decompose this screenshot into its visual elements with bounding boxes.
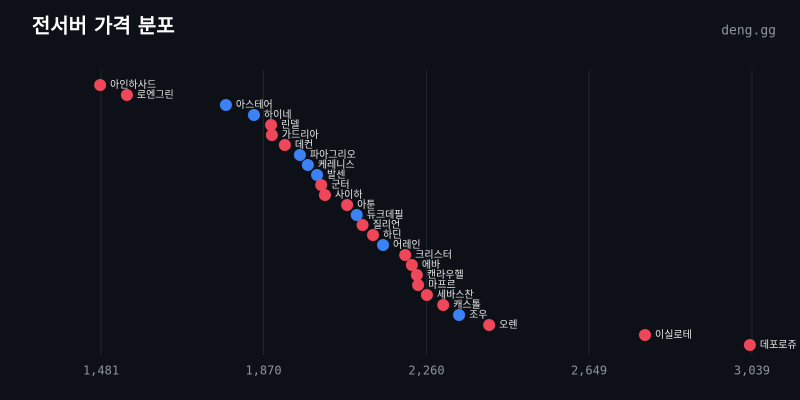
- dot: [367, 229, 380, 241]
- x-tick-label: 1,481: [83, 364, 119, 378]
- dot: [341, 199, 354, 211]
- dot-label: 데컨: [295, 139, 313, 151]
- dot-label: 아툰: [357, 199, 375, 211]
- dot-label: 하딘: [383, 228, 401, 241]
- dot-label: 캐스톨: [453, 299, 481, 311]
- dot: [247, 109, 260, 121]
- dot: [410, 269, 423, 281]
- dot-label: 크리스터: [415, 249, 452, 261]
- x-tick-label: 2,260: [408, 364, 444, 378]
- dot-label: 캔라우헬: [427, 269, 464, 281]
- dot-label: 아스테어: [236, 99, 273, 111]
- dot: [315, 179, 328, 191]
- x-tick-label: 3,039: [734, 364, 770, 378]
- dot: [420, 289, 433, 301]
- dot-label: 사이하: [335, 188, 363, 201]
- dot: [399, 249, 412, 261]
- dot-label: 군터: [331, 179, 349, 191]
- dot: [94, 79, 107, 91]
- dot-label: 아인하사드: [110, 78, 156, 91]
- dot-label: 에바: [422, 259, 440, 271]
- dot-label: 린델: [281, 119, 299, 131]
- dot-label: 발센: [327, 169, 345, 181]
- dot: [405, 259, 418, 271]
- dot: [639, 329, 652, 341]
- dot-label: 이실로테: [655, 329, 692, 341]
- dot-label: 케레니스: [318, 159, 355, 171]
- dot-label: 로엔그린: [137, 89, 174, 101]
- dot: [120, 89, 133, 101]
- dot-label: 가드리아: [282, 129, 319, 141]
- dot: [219, 99, 232, 111]
- dot: [350, 209, 363, 221]
- dot: [318, 189, 331, 201]
- dot: [743, 339, 756, 351]
- chart-title: 전서버 가격 분포: [32, 14, 175, 38]
- dot: [483, 319, 496, 331]
- dot: [311, 169, 324, 181]
- dot: [412, 279, 425, 291]
- dot: [377, 239, 390, 251]
- brand: deng.gg: [721, 24, 776, 39]
- dot-label: 질리언: [373, 219, 401, 231]
- dot: [356, 219, 369, 231]
- x-tick-label: 1,870: [245, 364, 281, 378]
- dot-label: 하이네: [264, 108, 292, 121]
- dot: [437, 299, 450, 311]
- dot-label: 세바스찬: [437, 289, 474, 301]
- dot: [453, 309, 466, 321]
- dot-label: 조우: [469, 309, 487, 321]
- dot: [301, 159, 314, 171]
- dot: [278, 139, 291, 151]
- dot-label: 오렌: [499, 319, 517, 331]
- dot: [265, 129, 278, 141]
- dot-label: 듀크데필: [367, 209, 404, 221]
- dot-label: 마프르: [428, 279, 456, 291]
- dot-label: 데포로쥬: [760, 339, 797, 351]
- dot-label: 어레인: [393, 239, 421, 251]
- dot-label: 파아그리오: [310, 149, 356, 161]
- dot: [265, 119, 278, 131]
- dot: [293, 149, 306, 161]
- x-tick-label: 2,649: [571, 364, 607, 378]
